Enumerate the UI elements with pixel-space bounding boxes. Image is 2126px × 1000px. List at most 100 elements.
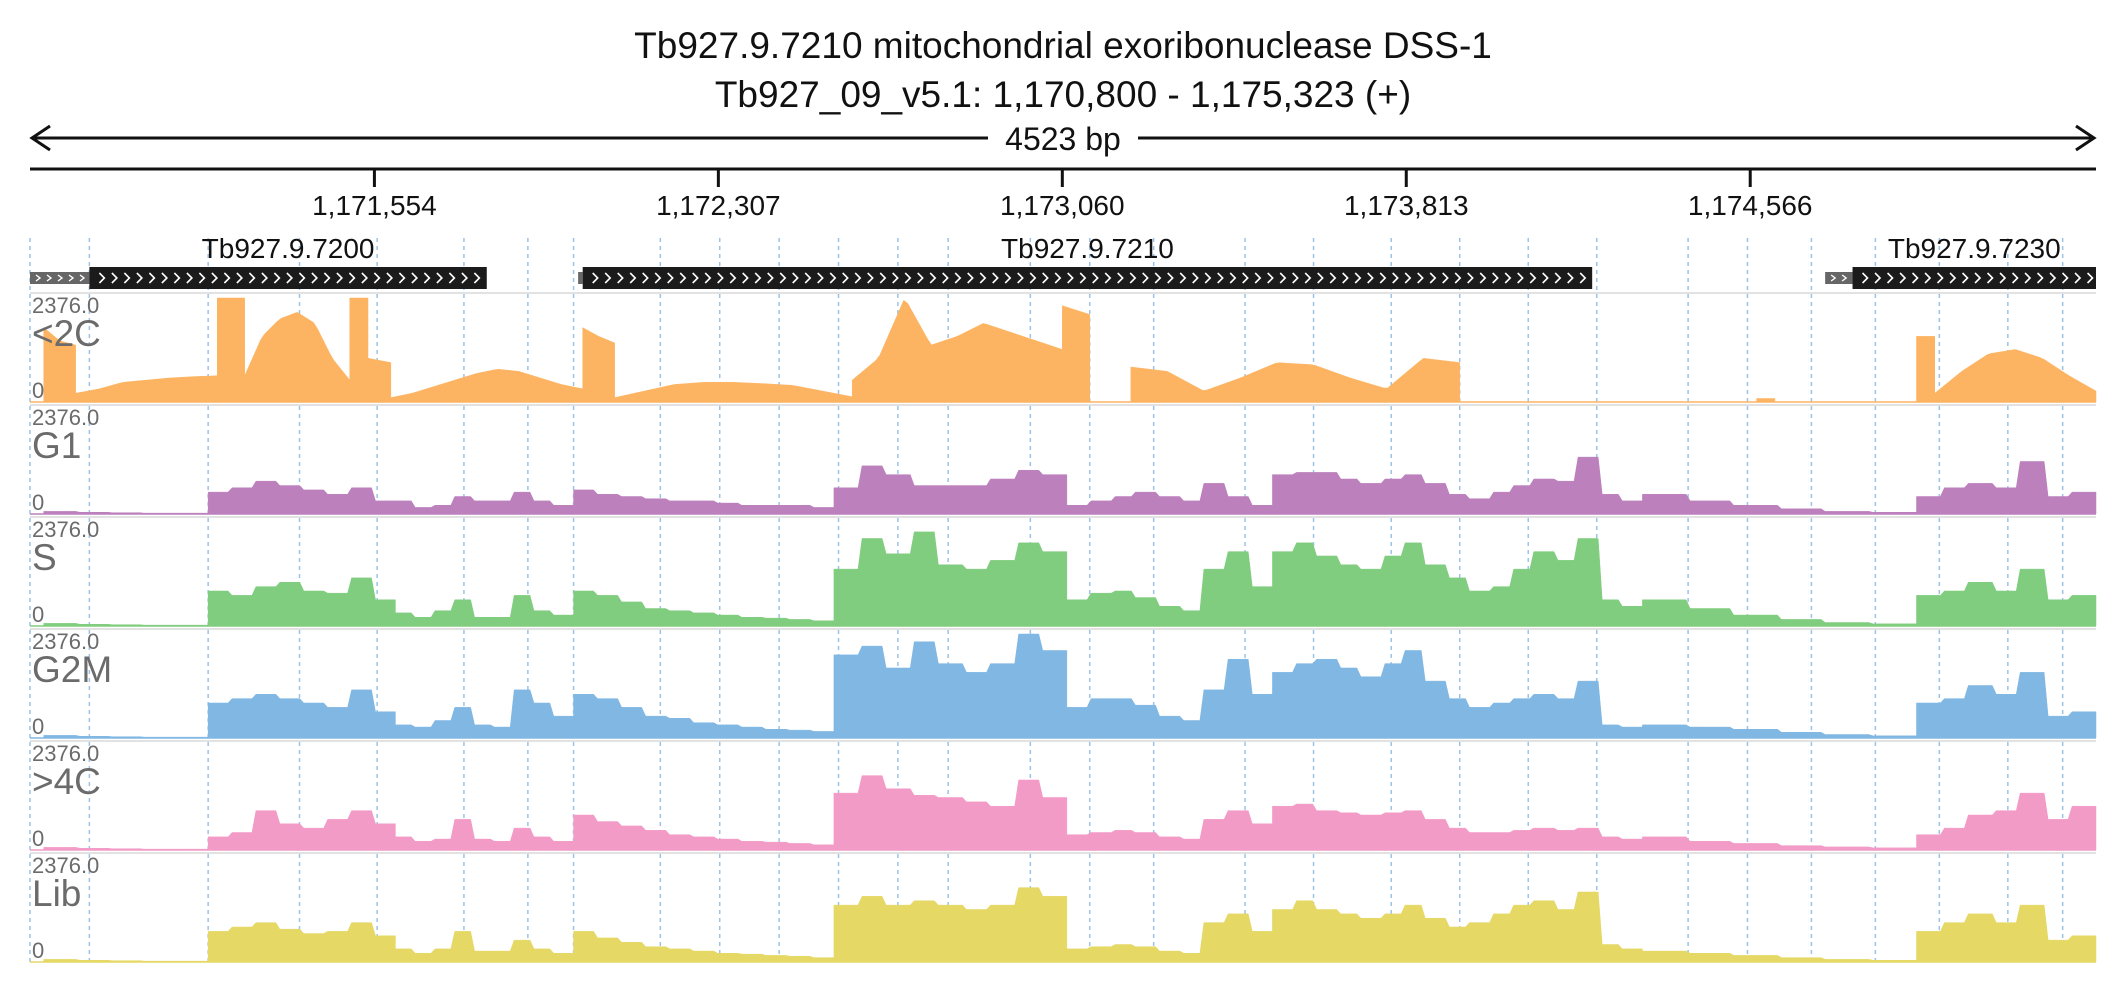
strand-arrow-icon — [448, 272, 456, 284]
strand-arrow-icon — [1179, 272, 1187, 284]
strand-arrow-icon — [68, 274, 75, 282]
strand-arrow-icon — [1567, 272, 1574, 284]
strand-arrow-icon — [1079, 272, 1087, 284]
strand-arrow-icon — [323, 272, 331, 284]
coverage-area — [573, 590, 835, 627]
strand-arrow-icon — [173, 272, 181, 284]
coverage-track: 2376.0G1 0 — [30, 404, 2097, 515]
strand-arrow-icon — [79, 274, 86, 282]
gene-title: Tb927.9.7210 mitochondrial exoribonuclea… — [634, 25, 1492, 66]
strand-arrow-icon — [1292, 272, 1299, 284]
strand-arrow-icon — [954, 272, 962, 284]
coverage-track: 2376.0>4C 0 — [30, 740, 2097, 851]
coverage-area — [207, 577, 396, 627]
strand-arrow-icon — [298, 272, 306, 284]
strand-arrow-icon — [1254, 272, 1262, 284]
strand-arrow-icon — [1924, 272, 1932, 284]
gene-utr — [30, 272, 90, 284]
gene-label: Tb927.9.7230 — [1888, 233, 2061, 264]
strand-arrow-icon — [842, 272, 849, 284]
strand-arrow-icon — [792, 272, 799, 284]
strand-arrow-icon — [1092, 272, 1099, 284]
strand-arrow-icon — [1067, 272, 1074, 284]
coverage-tracks: 2376.0<2C02376.0G102376.0S02376.0G2M0237… — [30, 292, 2097, 963]
gene-utr — [1825, 272, 1853, 284]
strand-arrow-icon — [929, 272, 937, 284]
coverage-area — [1066, 551, 1273, 627]
ruler-ticks: 1,171,554 1,172,307 1,173,060 1,173,813 1,17… — [312, 169, 1813, 221]
coverage-area — [1272, 650, 1643, 739]
coverage-area — [43, 623, 209, 627]
strand-arrow-icon — [1554, 272, 1562, 284]
coverage-area — [833, 465, 1068, 515]
strand-arrow-icon — [804, 272, 812, 284]
strand-arrow-icon — [729, 272, 737, 284]
coverage-area — [1066, 810, 1273, 851]
strand-arrow-icon — [1129, 272, 1137, 284]
coverage-area — [1066, 483, 1273, 515]
strand-arrow-icon — [1342, 272, 1349, 284]
coverage-area — [207, 922, 396, 963]
coverage-area — [573, 814, 835, 851]
coverage-area — [1916, 568, 2097, 627]
strand-arrow-icon — [136, 272, 144, 284]
coverage-area — [833, 531, 1068, 627]
coverage-area — [1066, 913, 1273, 963]
strand-arrow-icon — [2074, 272, 2082, 284]
strand-arrow-icon — [779, 272, 787, 284]
coverage-area — [1272, 538, 1643, 627]
coverage-area — [43, 511, 209, 515]
strand-arrow-icon — [1217, 272, 1224, 284]
coverage-area — [573, 489, 835, 515]
strand-arrow-icon — [1974, 272, 1982, 284]
coverage-area — [43, 959, 209, 963]
strand-arrow-icon — [1192, 272, 1199, 284]
strand-arrow-icon — [1054, 272, 1062, 284]
track-ymin-label: 0 — [32, 826, 44, 851]
track-ymax-label: 2376.0 — [32, 405, 99, 430]
strand-arrow-icon — [1886, 272, 1894, 284]
coverage-area — [43, 847, 209, 851]
strand-arrow-icon — [1986, 272, 1994, 284]
gene-body — [1852, 267, 2096, 289]
strand-arrow-icon — [1167, 272, 1174, 284]
strand-arrow-icon — [361, 272, 369, 284]
strand-arrow-icon — [46, 274, 53, 282]
strand-arrow-icon — [642, 272, 649, 284]
strand-arrow-icon — [336, 272, 344, 284]
strand-arrow-icon — [461, 272, 469, 284]
gene-track: Tb927.9.7200 Tb927.9.7210 Tb927.9.7230 — [30, 233, 2096, 289]
strand-arrow-icon — [1874, 272, 1882, 284]
strand-arrow-icon — [1354, 272, 1362, 284]
strand-arrow-icon — [1404, 272, 1412, 284]
coverage-area — [1642, 599, 1917, 627]
track-name: G1 — [32, 425, 81, 466]
strand-arrow-icon — [1529, 272, 1537, 284]
strand-arrow-icon — [1367, 272, 1374, 284]
track-ymin-label: 0 — [32, 602, 44, 627]
coverage-area — [43, 735, 209, 739]
strand-arrow-icon — [1949, 272, 1957, 284]
track-name: Lib — [32, 873, 81, 914]
gene-feature: Tb927.9.7200 — [30, 233, 487, 289]
coverage-area — [207, 810, 396, 851]
coverage-area — [1916, 336, 1936, 403]
strand-arrow-icon — [1899, 272, 1907, 284]
track-name: G2M — [32, 649, 112, 690]
strand-arrow-icon — [1417, 272, 1424, 284]
coverage-area — [851, 299, 1063, 403]
track-ymin-label: 0 — [32, 938, 44, 963]
strand-arrow-icon — [1379, 272, 1387, 284]
strand-arrow-icon — [2061, 272, 2069, 284]
strand-arrow-icon — [1304, 272, 1312, 284]
strand-arrow-icon — [1279, 272, 1287, 284]
strand-arrow-icon — [98, 272, 106, 284]
strand-arrow-icon — [629, 272, 637, 284]
coverage-area — [833, 775, 1068, 851]
coverage-area — [1756, 398, 1776, 403]
coverage-area — [43, 327, 76, 403]
strand-arrow-icon — [198, 272, 206, 284]
strand-arrow-icon — [2049, 272, 2057, 284]
strand-arrow-icon — [57, 274, 64, 282]
track-name: S — [32, 537, 57, 578]
